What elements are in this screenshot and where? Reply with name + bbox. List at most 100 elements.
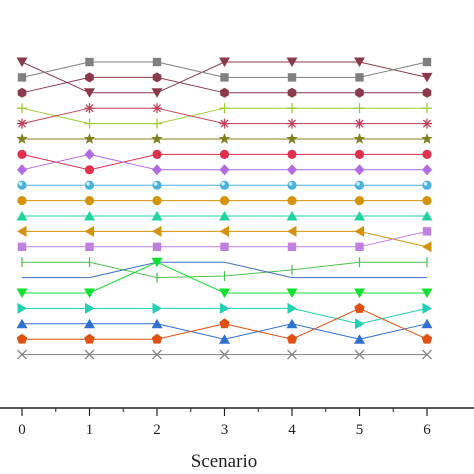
data-point bbox=[152, 349, 162, 360]
data-point bbox=[151, 88, 163, 98]
data-point bbox=[85, 72, 94, 83]
data-point bbox=[218, 133, 231, 144]
x-tick-label: 0 bbox=[18, 422, 26, 438]
data-point bbox=[16, 288, 28, 298]
asterisk-stroke-3 bbox=[152, 104, 162, 113]
data-point bbox=[287, 149, 297, 159]
sphere-highlight bbox=[153, 182, 158, 186]
data-point bbox=[287, 103, 297, 114]
data-point bbox=[16, 333, 28, 344]
data-point bbox=[152, 149, 162, 159]
data-point bbox=[17, 118, 27, 129]
x-tick-label: 2 bbox=[153, 422, 161, 438]
data-point bbox=[220, 302, 230, 314]
data-point bbox=[354, 149, 365, 159]
sphere-body bbox=[17, 180, 27, 190]
data-point bbox=[422, 149, 432, 159]
data-point bbox=[152, 242, 162, 251]
data-point bbox=[220, 73, 229, 82]
plot-markers bbox=[16, 57, 433, 360]
data-point bbox=[84, 196, 95, 206]
sphere-highlight bbox=[356, 182, 360, 186]
sphere-body bbox=[219, 180, 230, 190]
x-stroke-b bbox=[422, 349, 432, 360]
data-point bbox=[17, 180, 27, 190]
data-point bbox=[84, 349, 95, 360]
data-point bbox=[422, 349, 432, 360]
asterisk-stroke-3 bbox=[85, 104, 94, 113]
data-point bbox=[219, 211, 230, 221]
data-point bbox=[84, 288, 95, 298]
data-point bbox=[17, 87, 27, 98]
data-point bbox=[152, 72, 162, 83]
data-point bbox=[85, 242, 94, 251]
data-point bbox=[16, 318, 28, 329]
x-stroke-b bbox=[84, 349, 95, 360]
data-point bbox=[354, 57, 365, 67]
data-point bbox=[219, 196, 230, 206]
asterisk-stroke-3 bbox=[287, 119, 297, 128]
data-point bbox=[219, 318, 230, 329]
data-point bbox=[219, 334, 230, 344]
data-point bbox=[354, 334, 365, 344]
data-point bbox=[84, 180, 95, 190]
data-point bbox=[354, 288, 365, 298]
x-tick-label: 6 bbox=[423, 422, 431, 438]
data-point bbox=[422, 164, 432, 176]
asterisk-stroke-3 bbox=[422, 119, 432, 128]
data-point bbox=[220, 87, 229, 98]
data-point bbox=[422, 57, 432, 67]
data-point bbox=[355, 87, 364, 98]
data-point bbox=[219, 349, 230, 360]
data-point bbox=[219, 149, 230, 159]
data-point bbox=[354, 349, 365, 360]
data-point bbox=[354, 211, 365, 221]
data-point bbox=[421, 288, 433, 298]
data-point bbox=[286, 288, 298, 298]
data-point bbox=[219, 103, 230, 114]
data-point bbox=[287, 87, 297, 98]
x-axis: 0 1 2 3 4 5 6 bbox=[0, 407, 474, 438]
data-point bbox=[152, 225, 162, 237]
x-tick-label: 5 bbox=[356, 422, 364, 438]
data-point bbox=[84, 103, 95, 114]
asterisk-stroke-3 bbox=[355, 119, 364, 128]
data-point bbox=[152, 118, 162, 129]
data-point bbox=[151, 257, 163, 268]
data-point bbox=[422, 227, 432, 236]
data-point bbox=[152, 302, 162, 314]
data-point bbox=[422, 180, 432, 190]
asterisk-stroke-3 bbox=[17, 119, 27, 128]
data-point bbox=[84, 148, 95, 160]
data-point bbox=[152, 164, 162, 176]
data-point bbox=[421, 318, 433, 329]
data-point bbox=[16, 211, 28, 221]
data-point bbox=[17, 164, 27, 176]
data-point bbox=[84, 225, 94, 237]
data-point bbox=[219, 57, 230, 67]
data-point bbox=[286, 211, 298, 221]
sphere-body bbox=[422, 180, 432, 190]
data-point bbox=[355, 242, 364, 251]
data-point bbox=[152, 57, 162, 67]
sphere-body bbox=[354, 180, 365, 190]
x-stroke-b bbox=[17, 349, 27, 360]
data-point bbox=[152, 103, 162, 114]
x-axis-title: Scenario bbox=[191, 451, 257, 472]
data-point bbox=[421, 133, 433, 144]
sphere-highlight bbox=[86, 182, 90, 186]
x-tick-label: 3 bbox=[221, 422, 229, 438]
data-point bbox=[287, 196, 297, 206]
data-point bbox=[422, 196, 432, 206]
sphere-highlight bbox=[288, 182, 293, 186]
data-point bbox=[287, 73, 297, 82]
data-point bbox=[85, 302, 95, 314]
x-stroke-b bbox=[287, 349, 297, 360]
sphere-highlight bbox=[423, 182, 428, 186]
data-point bbox=[422, 87, 432, 98]
data-point bbox=[422, 118, 432, 129]
data-point bbox=[84, 165, 95, 175]
data-point bbox=[355, 318, 365, 330]
data-point bbox=[286, 57, 298, 67]
data-point bbox=[84, 333, 95, 344]
